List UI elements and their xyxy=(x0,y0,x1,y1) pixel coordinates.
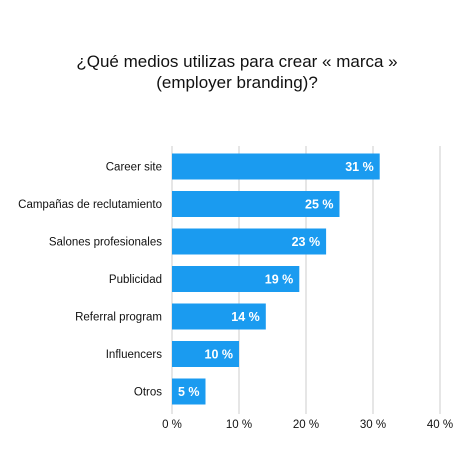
bar xyxy=(172,341,239,367)
data-label: 25 % xyxy=(305,198,334,212)
category-label: Publicidad xyxy=(109,274,162,286)
chart-title-line-1: ¿Qué medios utilizas para crear « marca … xyxy=(76,52,398,71)
bar xyxy=(172,378,206,405)
bar xyxy=(172,191,340,217)
bar xyxy=(172,303,266,330)
bar xyxy=(172,153,380,180)
data-label: 31 % xyxy=(345,160,374,174)
chart-title-line-2: (employer branding)? xyxy=(156,73,318,92)
x-tick-label: 30 % xyxy=(360,419,386,431)
bar xyxy=(172,266,300,292)
x-tick-label: 40 % xyxy=(427,419,453,431)
x-tick-label: 0 % xyxy=(162,419,182,431)
category-label: Salones profesionales xyxy=(49,237,162,249)
bar xyxy=(172,228,327,255)
data-label: 23 % xyxy=(292,235,321,249)
data-label: 19 % xyxy=(265,273,294,287)
data-label: 14 % xyxy=(231,310,260,324)
category-label: Campañas de reclutamiento xyxy=(18,199,162,211)
category-label: Referral program xyxy=(75,312,162,324)
data-label: 10 % xyxy=(205,348,234,362)
x-tick-label: 20 % xyxy=(293,419,319,431)
category-label: Otros xyxy=(134,387,162,399)
category-label: Influencers xyxy=(106,349,163,361)
category-label: Career site xyxy=(106,162,162,174)
x-tick-label: 10 % xyxy=(226,419,252,431)
data-label: 5 % xyxy=(178,385,200,399)
